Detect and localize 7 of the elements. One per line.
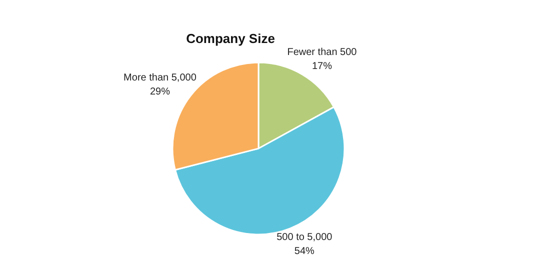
slice-label: 500 to 5,000 xyxy=(276,232,333,243)
slice-label: Fewer than 500 xyxy=(287,47,358,58)
chart-title: Company Size xyxy=(186,31,275,46)
data-label: 17% xyxy=(312,61,332,72)
data-label: 29% xyxy=(150,86,170,98)
slice-label: More than 5,000 xyxy=(124,72,197,84)
data-label: 54% xyxy=(294,246,315,257)
